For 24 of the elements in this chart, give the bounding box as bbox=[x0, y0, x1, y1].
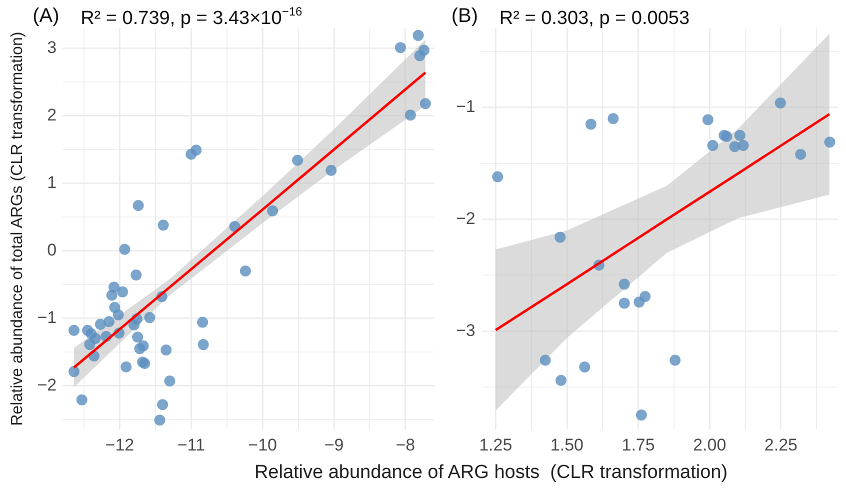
y-axis-title: Relative abundance of total ARGs (CLR transformation) bbox=[9, 32, 26, 426]
y-tick-label: −2 bbox=[37, 375, 57, 394]
x-tick-label: −8 bbox=[396, 435, 416, 454]
y-tick-label: −2 bbox=[456, 208, 476, 228]
chart-title: (A) bbox=[32, 5, 60, 27]
x-tick-label: −9 bbox=[324, 435, 344, 454]
annotation: R² = 0.303, p = 0.0053 bbox=[499, 8, 690, 29]
y-tick-label: −3 bbox=[456, 320, 476, 340]
x-tick-label: 2.00 bbox=[693, 435, 726, 454]
x-tick-label: 1.25 bbox=[479, 435, 512, 454]
y-tick-label: 2 bbox=[47, 105, 57, 124]
x-tick-label: −12 bbox=[105, 435, 134, 454]
y-tick-label: 0 bbox=[47, 240, 57, 260]
y-tick-label: −1 bbox=[456, 97, 476, 116]
x-tick-label: 2.25 bbox=[764, 435, 798, 454]
y-tick-label: −1 bbox=[37, 308, 57, 327]
y-tick-label: 3 bbox=[47, 38, 57, 57]
x-tick-label: 1.50 bbox=[550, 435, 584, 454]
x-tick-label: −11 bbox=[177, 435, 205, 454]
x-tick-label: −10 bbox=[248, 435, 277, 454]
chart-title: (B) bbox=[451, 5, 478, 27]
y-tick-label: 1 bbox=[47, 172, 57, 192]
x-tick-label: 1.75 bbox=[622, 435, 655, 454]
x-axis-title: Relative abundance of ARG hosts (CLR transformation) bbox=[253, 462, 729, 484]
